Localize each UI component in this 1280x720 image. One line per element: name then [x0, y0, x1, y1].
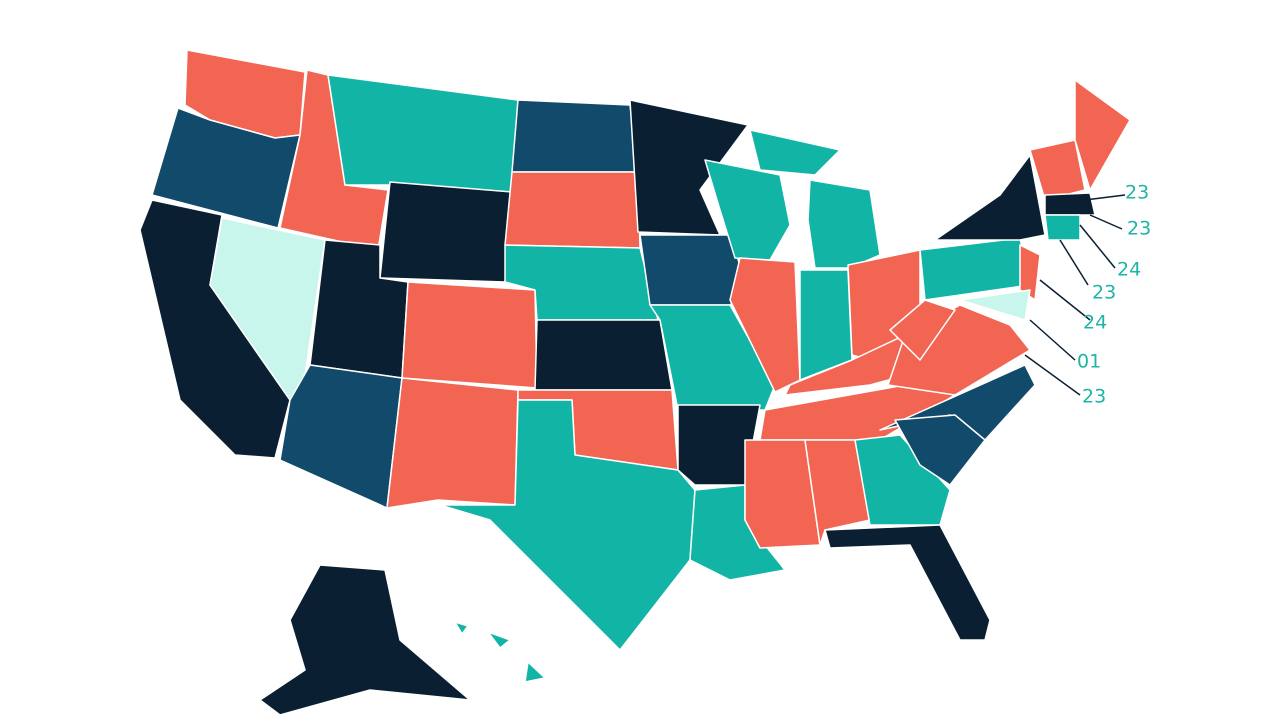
callout-label: 01 — [1077, 351, 1101, 373]
callout-label: 23 — [1125, 182, 1149, 204]
callout-label: 24 — [1117, 259, 1141, 281]
callout-label: 24 — [1083, 312, 1107, 334]
callout-label: 23 — [1092, 282, 1116, 304]
callout-label: 23 — [1082, 386, 1106, 408]
callout-label: 23 — [1127, 218, 1151, 240]
callout-lines — [1024, 194, 1126, 396]
states — [139, 49, 1131, 716]
